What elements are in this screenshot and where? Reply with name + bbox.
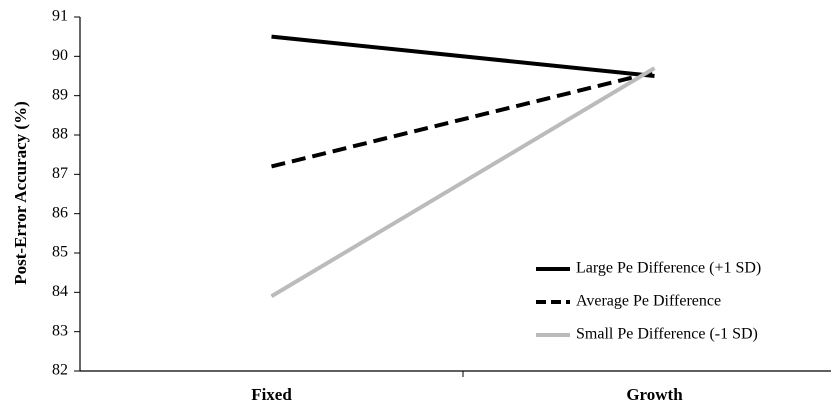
x-tick-label: Growth xyxy=(626,385,683,404)
legend-label: Average Pe Difference xyxy=(576,293,721,310)
line xyxy=(270,66,656,298)
y-tick-label: 85 xyxy=(52,244,68,261)
line xyxy=(271,34,655,78)
y-axis-label: Post-Error Accuracy (%) xyxy=(11,101,30,284)
y-tick-label: 90 xyxy=(52,47,68,64)
legend-label: Small Pe Difference (-1 SD) xyxy=(576,326,758,343)
y-tick-label: 82 xyxy=(52,362,68,379)
y-tick-label: 88 xyxy=(52,126,68,143)
y-tick-label: 83 xyxy=(52,322,68,339)
line xyxy=(271,70,655,169)
y-tick-label: 84 xyxy=(52,283,68,300)
y-tick-label: 91 xyxy=(52,8,68,25)
y-tick-label: 87 xyxy=(52,165,68,182)
legend-label: Large Pe Difference (+1 SD) xyxy=(576,260,761,277)
y-tick-label: 89 xyxy=(52,86,68,103)
y-tick-label: 86 xyxy=(52,204,68,221)
x-tick-label: Fixed xyxy=(251,385,292,404)
